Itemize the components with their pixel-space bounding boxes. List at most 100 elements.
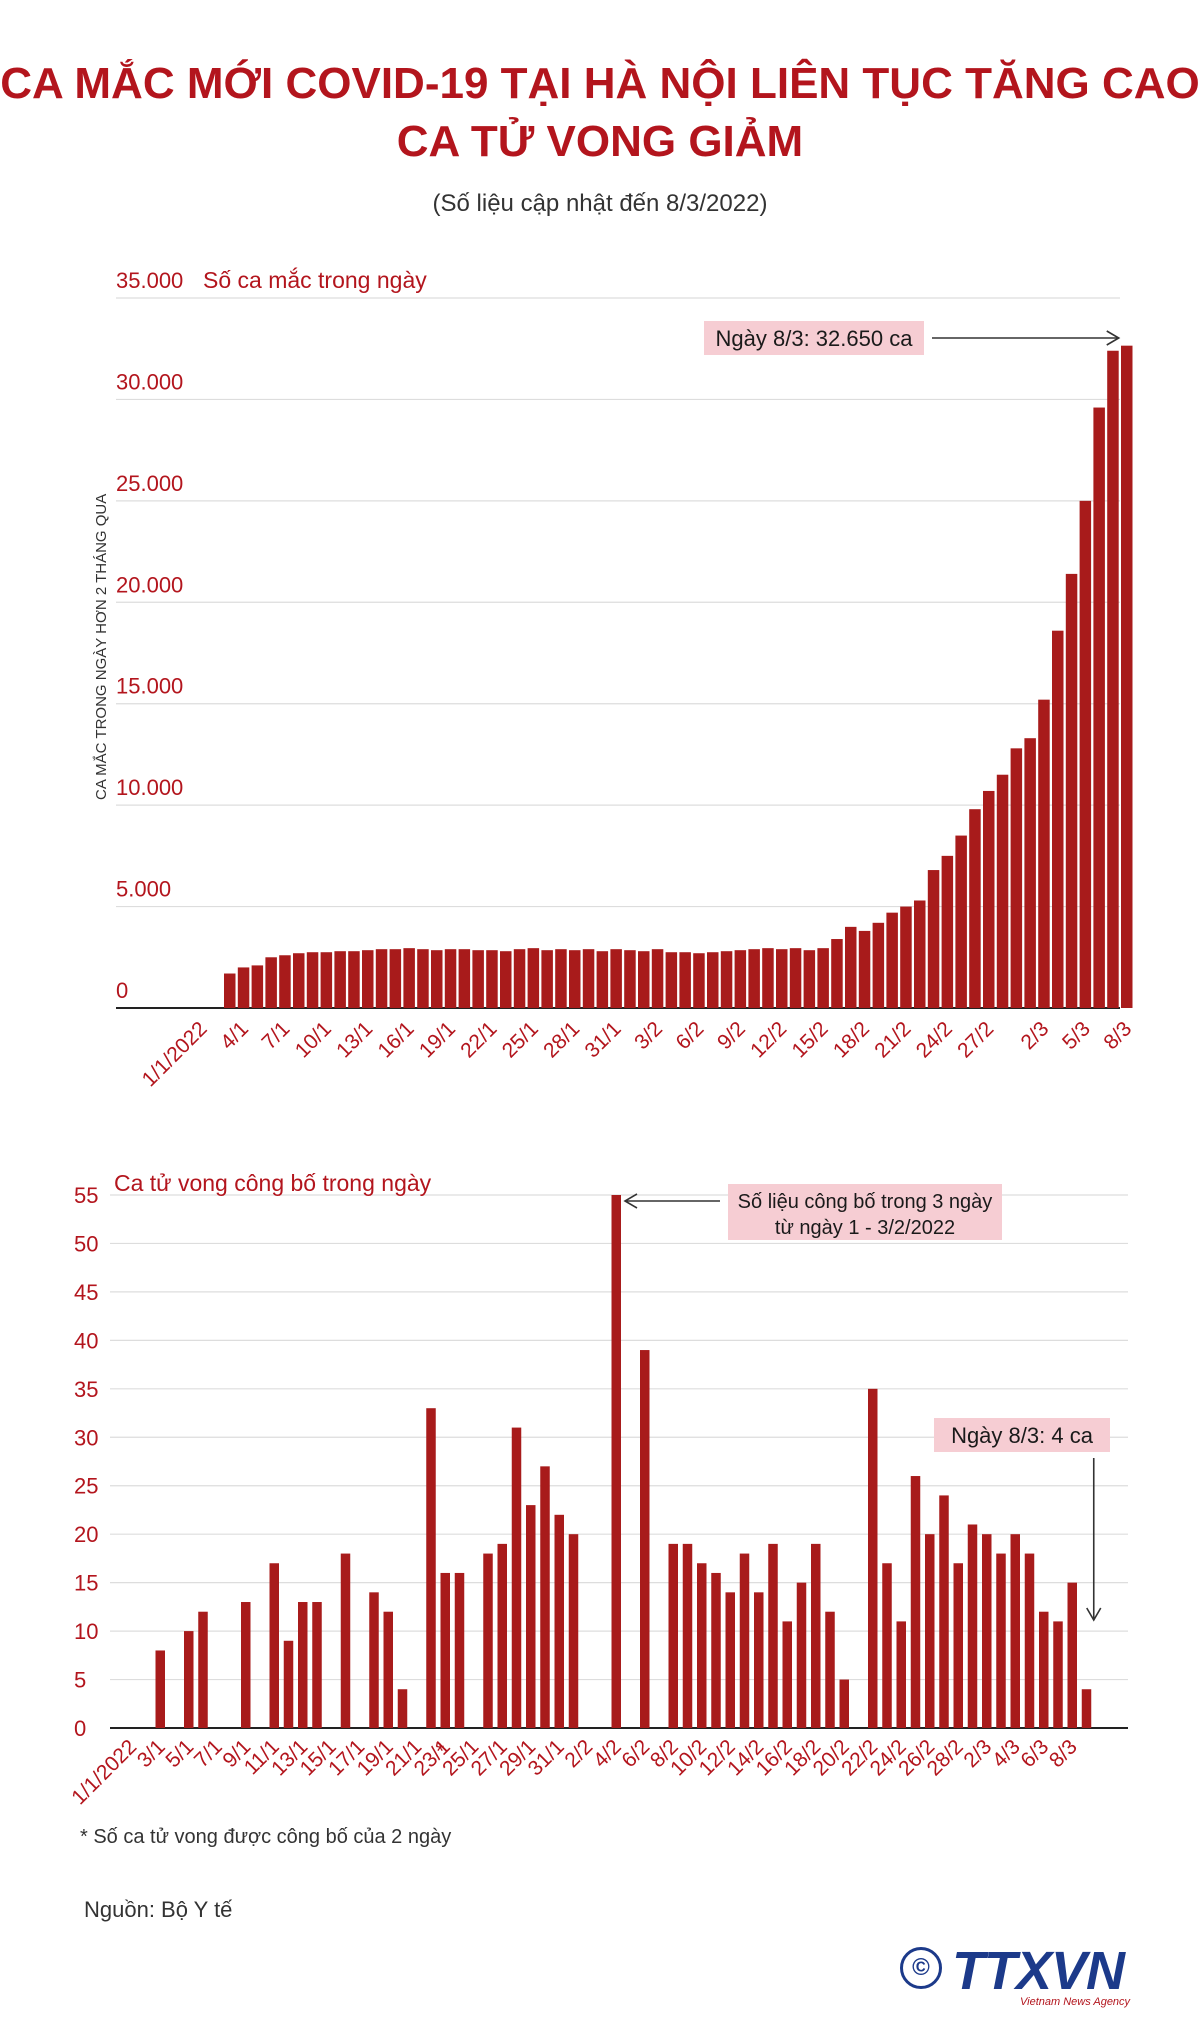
ttxvn-logo: © TTXVN Vietnam News Agency [900, 1944, 1160, 2010]
y-tick-label: 25 [74, 1474, 98, 1499]
y-tick-label: 10.000 [116, 775, 183, 800]
bar-18/2 [811, 1543, 821, 1728]
bar-7/1 [279, 955, 291, 1008]
y-tick-label: 35 [74, 1377, 98, 1402]
bar-undefined [1121, 345, 1133, 1009]
annotation-label: Ngày 8/3: 32.650 ca [716, 326, 914, 351]
y-tick-label: 40 [74, 1328, 98, 1353]
bar-13/1 [298, 1602, 308, 1728]
bar-22/2 [868, 1388, 878, 1728]
source-note: Nguồn: Bộ Y tế [84, 1897, 233, 1922]
bar-12/1 [283, 1640, 294, 1728]
bar-28/2 [953, 1563, 963, 1728]
bar-18/1 [369, 1592, 379, 1728]
bar-3/1 [224, 973, 236, 1008]
asterisk-marker: * [436, 1740, 444, 1763]
title-line-1: CA MẮC MỚI COVID-19 TẠI HÀ NỘI LIÊN TỤC … [0, 59, 1200, 108]
y-tick-label: 15.000 [116, 674, 183, 699]
bar-17/2 [796, 1582, 807, 1728]
bar-1/3 [1010, 748, 1023, 1008]
bar-8/1 [293, 953, 305, 1008]
bar-18/2 [858, 930, 871, 1008]
bar-15/2 [817, 948, 829, 1008]
bar-10/2 [748, 949, 760, 1008]
bar-20/1 [458, 949, 471, 1008]
bar-11/2 [762, 948, 774, 1008]
bar-30/1 [596, 951, 609, 1008]
bar-16/2 [782, 1621, 792, 1728]
bar-10/2 [697, 1563, 707, 1728]
bar-5/2 [679, 952, 691, 1008]
bar-19/1 [383, 1611, 393, 1728]
bar-4/3 [1052, 630, 1064, 1008]
bar-13/1 [362, 950, 374, 1008]
bar-9/1 [241, 1602, 251, 1728]
annotation-top-arrow-head [623, 1193, 638, 1209]
bar-24/2 [941, 855, 954, 1008]
bar-1/2 [624, 950, 636, 1008]
bar-4/2 [665, 952, 678, 1008]
annotation-box-top [728, 1184, 1002, 1240]
bar-9/2 [734, 950, 747, 1008]
annotation-box [704, 321, 924, 355]
x-tick-label: 1/1/2022 [67, 1735, 141, 1809]
bar-20/1 [397, 1689, 408, 1728]
logo-subtitle: Vietnam News Agency [1020, 1996, 1131, 2008]
title-line-2: CA TỬ VONG GIẢM [396, 117, 804, 166]
bar-19/2 [825, 1611, 835, 1728]
bar-26/2 [969, 809, 981, 1008]
bar-4/2 [611, 1195, 621, 1728]
bar-5/1 [184, 1631, 194, 1728]
bar-5/1 [251, 965, 264, 1008]
bar-16/1 [340, 1553, 351, 1728]
bar-7/3 [1053, 1621, 1063, 1728]
footnote: * Số ca tử vong được công bố của 2 ngày [80, 1826, 452, 1848]
bar-22/1 [486, 950, 498, 1008]
bar-30/1 [540, 1466, 550, 1728]
bar-12/2 [776, 949, 788, 1008]
annotation-end-label: Ngày 8/3: 4 ca [951, 1423, 1094, 1448]
bar-9/1 [306, 952, 319, 1008]
bar-22/2 [914, 900, 926, 1008]
bar-25/2 [910, 1476, 921, 1728]
bar-5/3 [1065, 573, 1078, 1008]
bar-15/1 [389, 949, 402, 1008]
bar-6/3 [1039, 1611, 1049, 1728]
bar-3/3 [1038, 699, 1050, 1008]
bar-23/2 [927, 870, 940, 1008]
bar-24/1 [513, 949, 526, 1008]
copyright-icon: © [900, 1947, 942, 1989]
vertical-axis-label: CA MẮC TRONG NGÀY HƠN 2 THÁNG QUA [92, 494, 110, 800]
y-tick-label: 55 [74, 1183, 98, 1208]
bar-26/1 [541, 950, 553, 1008]
bar-27/1 [497, 1543, 507, 1728]
y-tick-label: 25.000 [116, 471, 183, 496]
bar-18/1 [431, 950, 443, 1008]
bar-8/2 [668, 1543, 678, 1728]
bar-25/1 [527, 948, 540, 1008]
bar-26/2 [925, 1534, 935, 1728]
bar-4/1 [237, 967, 250, 1008]
bar-31/1 [554, 1514, 564, 1728]
bar-23/1 [440, 1572, 450, 1728]
bar-1/2 [568, 1534, 579, 1728]
y-tick-label: 20 [74, 1522, 98, 1547]
bar-13/2 [789, 948, 802, 1008]
annotation-end-arrow-head [1086, 1607, 1102, 1622]
y-tick-label: 30.000 [116, 369, 183, 394]
bar-28/1 [511, 1427, 522, 1728]
bar-27/2 [939, 1495, 949, 1728]
bar-31/1 [610, 949, 622, 1008]
bar-24/1 [454, 1572, 465, 1728]
bar-21/2 [900, 906, 912, 1008]
bar-19/2 [872, 922, 885, 1008]
annotation-top-line1: Số liệu công bố trong 3 ngày [738, 1191, 993, 1213]
bar-6/1 [265, 957, 277, 1008]
bar-12/2 [725, 1592, 735, 1728]
logo-wordmark: TTXVN [952, 1941, 1125, 2001]
y-tick-label: 5 [74, 1668, 86, 1693]
annotation-top-line2: từ ngày 1 - 3/2/2022 [775, 1217, 955, 1239]
bar-10/1 [320, 952, 333, 1008]
y-tick-label: 45 [74, 1280, 98, 1305]
bar-16/1 [403, 948, 415, 1008]
